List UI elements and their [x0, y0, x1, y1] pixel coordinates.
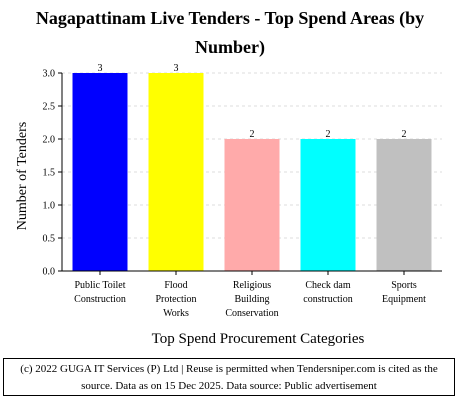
y-tick-label: 1.0 — [43, 201, 56, 212]
data-label: 3 — [98, 63, 103, 74]
footer-line-1: (c) 2022 GUGA IT Services (P) Ltd | Reus… — [20, 363, 438, 375]
data-label: 2 — [402, 129, 407, 140]
bar — [72, 73, 128, 271]
chart-title: Nagapattinam Live Tenders - Top Spend Ar… — [35, 8, 425, 57]
x-tick-label-line: Religious — [232, 280, 272, 291]
data-label: 2 — [250, 129, 255, 140]
x-tick-label: Public Toilet Construction — [60, 279, 140, 307]
x-tick-label: Religious Building Conservation — [212, 279, 292, 321]
footer-notice: (c) 2022 GUGA IT Services (P) Ltd | Reus… — [3, 358, 455, 396]
x-tick-label-line: construction — [303, 294, 353, 305]
y-tick-label: 0.0 — [43, 267, 56, 278]
bar — [376, 139, 432, 271]
y-tick-label: 3.0 — [43, 69, 56, 80]
x-tick-label-line: Public Toilet — [74, 280, 126, 291]
x-tick-label: Sports Equipment — [364, 279, 444, 307]
x-tick-label-line: Construction — [74, 294, 126, 305]
y-tick-label: 0.5 — [43, 234, 56, 245]
y-tick-label: 2.0 — [43, 135, 56, 146]
y-tick-label: 2.5 — [43, 102, 56, 113]
x-tick-label: Check dam construction — [288, 279, 368, 307]
x-tick-label-line: Conservation — [225, 308, 279, 319]
data-label: 2 — [326, 129, 331, 140]
x-tick-label-line: Protection — [155, 294, 197, 305]
y-axis-label: Number of Tenders — [15, 121, 30, 231]
x-tick-label-line: Works — [163, 308, 189, 319]
x-axis-label: Top Spend Procurement Categories — [151, 331, 365, 347]
x-tick-label-line: Check dam — [305, 280, 351, 291]
x-tick-label-line: Flood — [164, 280, 188, 291]
x-tick-label-line: Equipment — [382, 294, 426, 305]
x-tick-label-line: Building — [234, 294, 270, 305]
x-tick-label: Flood Protection Works — [136, 279, 216, 321]
bar — [300, 139, 356, 271]
data-label: 3 — [174, 63, 179, 74]
footer-line-2: source. Data as on 15 Dec 2025. Data sou… — [81, 380, 377, 392]
bar — [148, 73, 204, 271]
x-tick-label-line: Sports — [391, 280, 417, 291]
y-tick-label: 1.5 — [43, 168, 56, 179]
bar — [224, 139, 280, 271]
